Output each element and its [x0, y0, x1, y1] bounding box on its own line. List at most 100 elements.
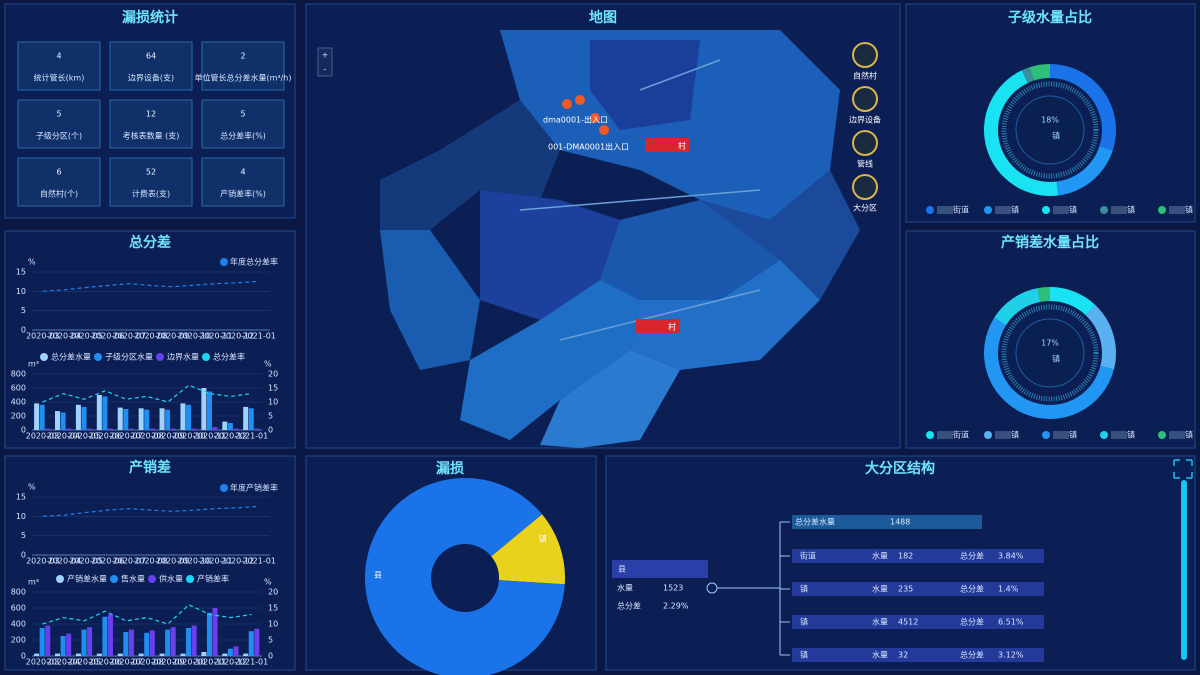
- donut-slice[interactable]: [1056, 146, 1113, 196]
- map-marker-label: 001-DMA0001出入口: [548, 142, 629, 152]
- map-pin[interactable]: [599, 125, 609, 135]
- stat-value: 4: [56, 52, 61, 61]
- bar: [75, 404, 81, 430]
- map-area[interactable]: [380, 30, 860, 448]
- scrollbar[interactable]: [1181, 480, 1187, 660]
- x-tick-label: 2020-07: [109, 432, 142, 441]
- legend-label: 镇: [1185, 430, 1193, 440]
- y-tick-label: 10: [16, 512, 26, 521]
- donut-center-value: 18%: [1041, 116, 1059, 125]
- x-tick-label: 2020-04: [48, 557, 81, 566]
- stat-tile: [201, 157, 285, 207]
- tree-node-name: 镇: [800, 617, 808, 627]
- donut-slice[interactable]: [1085, 304, 1117, 370]
- x-tick-label: 2020-09: [156, 332, 189, 341]
- donut-slice[interactable]: [994, 288, 1041, 326]
- pie-slice[interactable]: [491, 514, 565, 585]
- donut-slice[interactable]: [1037, 287, 1050, 302]
- tree-node-key: 总分差: [960, 617, 984, 627]
- bar: [117, 653, 123, 656]
- donut-slice[interactable]: [1050, 64, 1116, 151]
- legend-icon[interactable]: [852, 86, 878, 112]
- y2-tick-label: 15: [268, 384, 278, 393]
- legend-icon[interactable]: [852, 42, 878, 68]
- bar: [66, 428, 72, 430]
- stat-tile: [17, 41, 101, 91]
- map-pin[interactable]: [575, 95, 585, 105]
- legend-swatch: [1042, 431, 1050, 439]
- map-region: [460, 280, 640, 440]
- stat-value: 4: [240, 168, 245, 177]
- y-tick-label: 800: [11, 588, 26, 597]
- tree-root-name: 县: [618, 565, 626, 574]
- stat-value: 6: [56, 168, 61, 177]
- legend-blur: [1053, 206, 1069, 214]
- y2-tick-label: 5: [268, 636, 273, 645]
- x-tick-label: 2020-03: [26, 432, 59, 441]
- tree-root-key: 总分差: [617, 601, 641, 611]
- bar: [191, 428, 197, 430]
- y-tick-label: 5: [21, 306, 26, 315]
- tree-node-value: 1488: [890, 518, 910, 527]
- bar: [201, 388, 207, 430]
- y-tick-label: 0: [21, 652, 26, 661]
- legend-swatch: [110, 575, 118, 583]
- bar: [165, 409, 171, 430]
- legend-icon[interactable]: [852, 174, 878, 200]
- legend-blur: [1111, 431, 1127, 439]
- bar: [138, 653, 144, 656]
- legend-blur: [937, 206, 953, 214]
- series-line: [42, 384, 252, 403]
- y-axis-label: %: [28, 258, 36, 267]
- y2-axis-label: %: [264, 360, 272, 369]
- bar: [254, 428, 260, 430]
- map-region: [700, 170, 860, 300]
- map-region: [380, 100, 560, 230]
- legend-label: 镇: [1185, 205, 1193, 215]
- tree-node-value: 4512: [898, 618, 918, 627]
- x-tick-label: 2020-07: [113, 332, 146, 341]
- tree-node-key: 水量: [872, 551, 888, 561]
- map-marker-box[interactable]: [636, 319, 680, 333]
- legend-blur: [995, 431, 1011, 439]
- panel-title: 子级水量占比: [1008, 9, 1092, 26]
- stat-tile: [201, 99, 285, 149]
- bar: [180, 653, 186, 656]
- donut-slice[interactable]: [1021, 67, 1034, 83]
- legend-swatch: [1158, 431, 1166, 439]
- bar: [39, 628, 45, 656]
- tree-node-key: 水量: [872, 584, 888, 594]
- map-pin[interactable]: [562, 99, 572, 109]
- tree-root-box: [612, 560, 708, 578]
- x-tick-label: 2020-11: [193, 432, 226, 441]
- tree-root-key: 水量: [617, 583, 633, 593]
- map-marker-box[interactable]: [645, 138, 689, 152]
- legend-swatch: [926, 431, 934, 439]
- x-tick-label: 2020-05: [68, 432, 101, 441]
- bar: [96, 395, 102, 430]
- donut-slice[interactable]: [984, 317, 1114, 420]
- pie-slice[interactable]: [365, 478, 565, 675]
- tree-node-box: [792, 515, 982, 529]
- bar: [55, 411, 61, 430]
- bar: [170, 428, 176, 430]
- x-tick-label: 2020-04: [47, 658, 80, 667]
- legend-label: 供水量: [159, 574, 183, 584]
- donut-slice[interactable]: [1029, 64, 1050, 81]
- legend-label: 年度总分差率: [230, 257, 278, 267]
- legend-label: 产销差率: [197, 574, 229, 584]
- y-tick-label: 0: [21, 326, 26, 335]
- legend-label: 镇: [1069, 430, 1077, 440]
- bar: [248, 408, 254, 430]
- expand-icon[interactable]: [1173, 459, 1193, 479]
- map-pin[interactable]: [590, 113, 600, 123]
- donut-slice[interactable]: [983, 70, 1059, 196]
- bar: [206, 391, 212, 430]
- x-tick-label: 2020-05: [68, 658, 101, 667]
- map-legend-label: 自然村: [853, 71, 877, 81]
- zoom-control[interactable]: [317, 47, 333, 77]
- donut-slice[interactable]: [1050, 287, 1096, 316]
- bar: [102, 396, 108, 430]
- bar: [144, 632, 150, 656]
- legend-icon[interactable]: [852, 130, 878, 156]
